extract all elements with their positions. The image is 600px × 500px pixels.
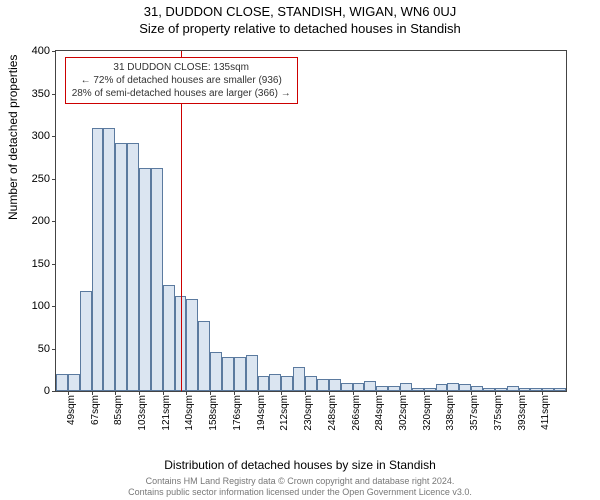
histogram-bar (305, 376, 317, 391)
histogram-bar (115, 143, 127, 391)
x-tick: 140sqm (184, 391, 195, 431)
annotation-line: 28% of semi-detached houses are larger (… (72, 87, 291, 100)
y-tick: 200 (32, 215, 56, 227)
y-tick: 250 (32, 173, 56, 185)
histogram-bar (459, 384, 471, 391)
x-tick: 121sqm (161, 391, 172, 431)
histogram-bar (222, 357, 234, 391)
annotation-box: 31 DUDDON CLOSE: 135sqm← 72% of detached… (65, 57, 298, 104)
histogram-bar (281, 376, 293, 391)
y-tick: 150 (32, 258, 56, 270)
histogram-bar (447, 383, 459, 392)
histogram-bar (163, 285, 175, 391)
x-tick: 284sqm (374, 391, 385, 431)
x-axis-label: Distribution of detached houses by size … (0, 458, 600, 472)
y-tick: 50 (38, 343, 56, 355)
x-tick: 302sqm (398, 391, 409, 431)
x-tick: 158sqm (208, 391, 219, 431)
plot-area: 05010015020025030035040049sqm67sqm85sqm1… (55, 50, 567, 392)
y-tick: 100 (32, 300, 56, 312)
histogram-bar (186, 299, 198, 391)
annotation-line: 31 DUDDON CLOSE: 135sqm (72, 61, 291, 74)
x-tick: 411sqm (540, 391, 551, 430)
x-tick: 375sqm (493, 391, 504, 431)
histogram-bar (210, 352, 222, 391)
histogram-bar (364, 381, 376, 391)
y-tick: 300 (32, 130, 56, 142)
x-tick: 49sqm (66, 391, 77, 425)
x-tick: 85sqm (113, 391, 124, 425)
x-tick: 194sqm (256, 391, 267, 431)
y-tick: 350 (32, 88, 56, 100)
histogram-bar (329, 379, 341, 391)
histogram-bar (436, 384, 448, 391)
chart-container: 31, DUDDON CLOSE, STANDISH, WIGAN, WN6 0… (0, 0, 600, 500)
histogram-bar (234, 357, 246, 391)
x-tick: 393sqm (517, 391, 528, 431)
histogram-bar (554, 388, 566, 391)
histogram-bar (103, 128, 115, 392)
footer-credits: Contains HM Land Registry data © Crown c… (0, 476, 600, 498)
title-line-1: 31, DUDDON CLOSE, STANDISH, WIGAN, WN6 0… (0, 0, 600, 19)
histogram-bar (80, 291, 92, 391)
histogram-bar (341, 383, 353, 392)
annotation-line: ← 72% of detached houses are smaller (93… (72, 74, 291, 87)
histogram-bar (258, 376, 270, 391)
x-tick: 357sqm (469, 391, 480, 431)
footer-line-2: Contains public sector information licen… (0, 487, 600, 498)
x-tick: 176sqm (232, 391, 243, 431)
x-tick: 338sqm (445, 391, 456, 431)
histogram-bar (127, 143, 139, 391)
y-tick: 400 (32, 45, 56, 57)
x-tick: 230sqm (303, 391, 314, 431)
x-tick: 103sqm (137, 391, 148, 431)
histogram-bar (139, 168, 151, 391)
x-tick: 320sqm (422, 391, 433, 431)
histogram-bar (92, 128, 104, 392)
y-tick: 0 (44, 385, 56, 397)
histogram-bar (68, 374, 80, 391)
histogram-bar (246, 355, 258, 391)
footer-line-1: Contains HM Land Registry data © Crown c… (0, 476, 600, 487)
y-axis-label: Number of detached properties (6, 55, 20, 220)
title-line-2: Size of property relative to detached ho… (0, 19, 600, 36)
x-tick: 248sqm (327, 391, 338, 431)
histogram-bar (353, 383, 365, 392)
histogram-bar (317, 379, 329, 391)
histogram-bar (151, 168, 163, 391)
histogram-bar (293, 367, 305, 391)
x-tick: 266sqm (351, 391, 362, 431)
histogram-bar (269, 374, 281, 391)
histogram-bar (400, 383, 412, 392)
histogram-bar (198, 321, 210, 391)
x-tick: 212sqm (279, 391, 290, 431)
histogram-bar (56, 374, 68, 391)
x-tick: 67sqm (90, 391, 101, 425)
